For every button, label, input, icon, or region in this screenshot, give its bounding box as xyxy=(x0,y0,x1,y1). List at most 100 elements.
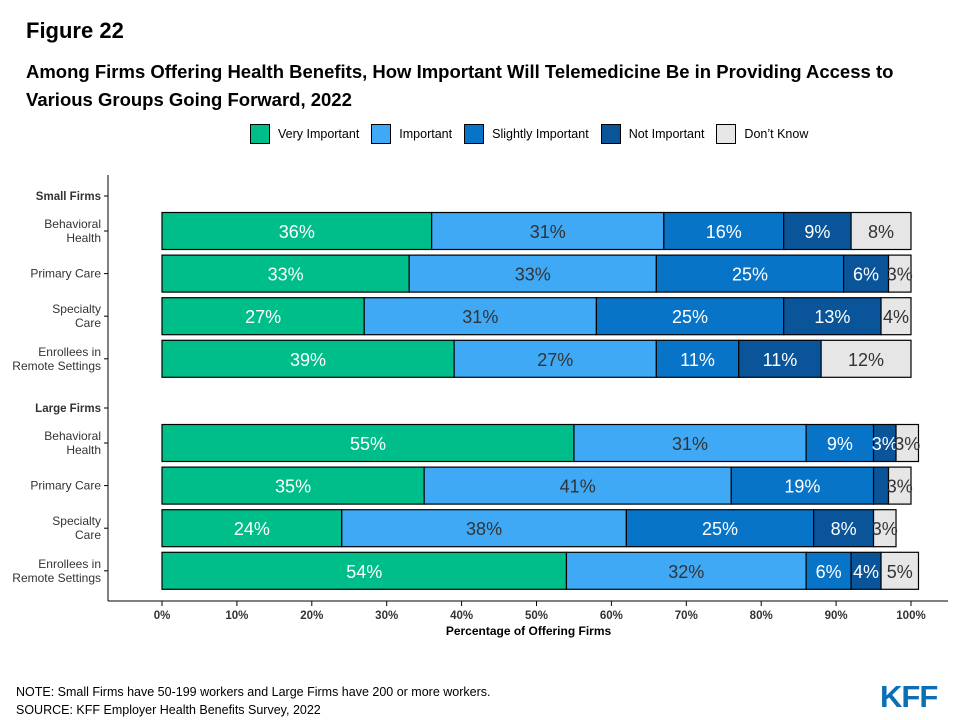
bar-value-label: 27% xyxy=(537,350,573,370)
bar-value-label: 9% xyxy=(827,434,853,454)
bar-value-label: 31% xyxy=(530,222,566,242)
bar-value-label: 25% xyxy=(732,265,768,285)
bar-value-label: 9% xyxy=(804,222,830,242)
bar-very-important xyxy=(161,551,568,590)
bar-important xyxy=(453,339,657,378)
bar-slightly-important xyxy=(805,423,875,463)
category-label: Primary Care xyxy=(30,267,101,281)
category-label: Specialty Care xyxy=(52,514,101,542)
footnote: NOTE: Small Firms have 50-199 workers an… xyxy=(16,683,490,719)
bar-important xyxy=(573,423,807,463)
legend-swatch xyxy=(716,124,737,144)
bar-slightly-important xyxy=(625,509,815,548)
legend-item-slightly-important: Slightly Important xyxy=(464,124,589,144)
bar-very-important xyxy=(161,466,425,505)
bar-value-label: 19% xyxy=(784,477,820,497)
bar-value-label: 8% xyxy=(831,519,857,539)
bar-value-label: 11% xyxy=(763,350,798,370)
bar-very-important xyxy=(161,339,455,378)
legend-item-very-important: Very Important xyxy=(250,124,359,144)
x-tick-label: 60% xyxy=(600,610,623,622)
category-label: Behavioral Health xyxy=(44,217,101,245)
bar-don-t-know xyxy=(850,211,912,251)
x-tick-label: 70% xyxy=(675,610,698,622)
bar-value-label: 3% xyxy=(872,434,898,454)
bar-value-label: 6% xyxy=(853,265,879,285)
kff-logo: KFF xyxy=(880,679,938,714)
category-label: Enrollees in Remote Settings xyxy=(12,345,101,373)
bar-value-label: 27% xyxy=(245,307,281,327)
x-axis-title: Percentage of Offering Firms xyxy=(446,624,612,638)
x-tick-label: 20% xyxy=(300,610,323,622)
group-label-large-firms: Large Firms xyxy=(35,403,101,415)
legend-swatch xyxy=(250,124,270,144)
bar-very-important xyxy=(161,254,410,293)
bar-slightly-important xyxy=(663,211,785,251)
bar-value-label: 16% xyxy=(706,222,742,242)
legend-label: Very Important xyxy=(278,127,360,141)
x-tick-label: 100% xyxy=(896,610,925,622)
bar-value-label: 4% xyxy=(853,562,879,582)
bar-slightly-important xyxy=(655,339,740,378)
bar-important xyxy=(423,466,732,505)
bar-very-important xyxy=(161,297,365,336)
legend-swatch xyxy=(600,124,621,144)
bar-important xyxy=(565,551,807,590)
legend-item-don-t-know: Don’t Know xyxy=(716,124,808,144)
figure-label: Figure 22 xyxy=(26,18,124,43)
x-tick-label: 80% xyxy=(750,610,773,622)
legend: Very Important Important Slightly Importan… xyxy=(250,121,820,147)
bar-value-label: 35% xyxy=(275,477,311,497)
category-label: Enrollees in Remote Settings xyxy=(12,557,101,585)
bar-important xyxy=(408,254,657,293)
bar-value-label: 31% xyxy=(672,434,708,454)
bar-value-label: 3% xyxy=(894,434,920,454)
bar-value-label: 54% xyxy=(346,562,382,582)
bar-value-label: 25% xyxy=(672,307,708,327)
legend-label: Not Important xyxy=(628,127,705,141)
bar-value-label: 33% xyxy=(515,265,551,285)
bar-don-t-know xyxy=(880,297,912,336)
bar-value-label: 55% xyxy=(350,434,386,454)
bar-value-label: 6% xyxy=(816,562,842,582)
legend-item-important: Important xyxy=(371,124,452,144)
legend-label: Slightly Important xyxy=(492,127,589,141)
legend-swatch xyxy=(371,124,392,144)
bar-value-label: 31% xyxy=(462,307,498,327)
chart-title: Among Firms Offering Health Benefits, Ho… xyxy=(26,61,894,110)
x-tick-label: 30% xyxy=(375,610,398,622)
bar-value-label: 5% xyxy=(887,562,913,582)
category-label: Primary Care xyxy=(30,479,101,493)
category-label: Specialty Care xyxy=(52,302,101,330)
bar-not-important xyxy=(783,297,882,336)
bar-not-important xyxy=(783,211,852,251)
bar-value-label: 33% xyxy=(268,265,304,285)
x-tick-label: 40% xyxy=(450,610,473,622)
bar-don-t-know xyxy=(887,466,912,505)
chart-plot: 0% 10% 20% 30% 40% 50% 60% 70% 80% 90% 100% Percent… xyxy=(12,175,948,638)
bar-value-label: 39% xyxy=(290,350,326,370)
legend-label: Important xyxy=(399,127,453,141)
bar-slightly-important xyxy=(655,254,845,293)
bar-value-label: 3% xyxy=(872,519,898,539)
bar-value-label: 3% xyxy=(887,265,913,285)
category-label: Behavioral Health xyxy=(44,429,101,457)
legend-swatch xyxy=(464,124,485,144)
bar-don-t-know xyxy=(895,423,920,463)
x-tick-label: 10% xyxy=(225,610,248,622)
bar-slightly-important xyxy=(730,466,875,505)
group-label-small-firms: Small Firms xyxy=(36,191,101,203)
x-tick-label: 90% xyxy=(825,610,848,622)
bar-slightly-important xyxy=(805,551,852,590)
bar-not-important xyxy=(850,551,882,590)
bar-value-label: 36% xyxy=(279,222,315,242)
bar-value-label: 11% xyxy=(680,350,715,370)
bar-value-label: 38% xyxy=(466,519,502,539)
bar-value-label: 24% xyxy=(234,519,270,539)
legend-item-not-important: Not Important xyxy=(600,124,705,144)
legend-label: Don’t Know xyxy=(744,127,809,141)
bar-very-important xyxy=(161,423,575,463)
x-tick-label: 50% xyxy=(525,610,548,622)
bar-not-important xyxy=(842,254,890,293)
bar-don-t-know xyxy=(880,551,920,590)
